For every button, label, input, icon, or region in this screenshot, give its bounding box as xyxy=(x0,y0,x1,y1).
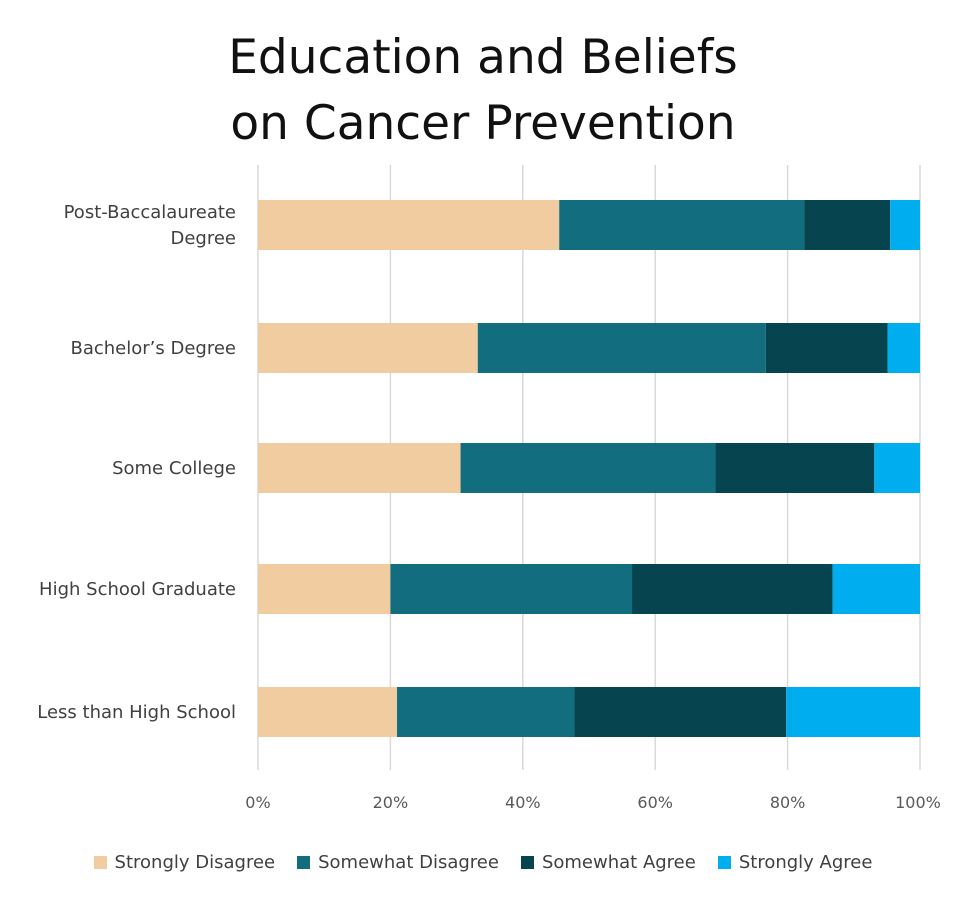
legend-label: Strongly Agree xyxy=(738,852,873,873)
bar-segment-strongly-disagree xyxy=(258,323,478,373)
bar-segment-somewhat-agree xyxy=(574,687,787,737)
category-label: Less than High School xyxy=(37,702,236,723)
category-label: Some College xyxy=(112,458,236,479)
x-tick-label: 100% xyxy=(895,793,941,812)
legend-label: Somewhat Disagree xyxy=(318,852,499,873)
bar-segment-strongly-disagree xyxy=(258,564,391,614)
category-label: Degree xyxy=(170,228,236,249)
bar-segment-strongly-agree xyxy=(887,323,920,373)
bar-segment-somewhat-disagree xyxy=(559,200,805,250)
x-tick-label: 40% xyxy=(505,793,541,812)
bar-segment-strongly-agree xyxy=(786,687,920,737)
bars xyxy=(258,200,920,737)
x-tick-labels: 0% 20% 40% 60% 80% 100% xyxy=(245,793,941,812)
x-tick-label: 80% xyxy=(770,793,806,812)
legend-item-strongly-disagree: Strongly Disagree xyxy=(93,852,276,873)
legend-swatch xyxy=(297,856,311,869)
chart-title-line-1: Education and Beliefs xyxy=(228,30,738,85)
bar-segment-somewhat-agree xyxy=(632,564,833,614)
legend-label: Strongly Disagree xyxy=(114,852,276,873)
category-label: High School Graduate xyxy=(39,579,236,600)
bar-segment-somewhat-disagree xyxy=(390,564,633,614)
category-label: Post-Baccalaureate xyxy=(64,202,236,223)
legend-item-somewhat-disagree: Somewhat Disagree xyxy=(297,852,499,873)
x-tick-label: 60% xyxy=(637,793,673,812)
legend-swatch xyxy=(520,856,534,869)
bar-segment-somewhat-agree xyxy=(765,323,888,373)
bar-segment-strongly-disagree xyxy=(258,443,461,493)
legend: Strongly Disagree Somewhat Disagree Somewh… xyxy=(0,852,966,873)
x-tick-label: 20% xyxy=(373,793,409,812)
legend-item-somewhat-agree: Somewhat Agree xyxy=(520,852,696,873)
bar-segment-somewhat-disagree xyxy=(477,323,766,373)
category-labels: Post-Baccalaureate Degree Bachelor’s Degre… xyxy=(37,202,236,723)
bar-segment-somewhat-disagree xyxy=(397,687,575,737)
bar-segment-strongly-agree xyxy=(890,200,920,250)
bar-segment-somewhat-agree xyxy=(804,200,891,250)
legend-item-strongly-agree: Strongly Agree xyxy=(717,852,873,873)
bar-segment-strongly-agree xyxy=(832,564,920,614)
bar-segment-somewhat-agree xyxy=(715,443,875,493)
bar-segment-strongly-disagree xyxy=(258,200,560,250)
chart-title-line-2: on Cancer Prevention xyxy=(230,96,736,151)
bar-segment-strongly-agree xyxy=(874,443,920,493)
legend-label: Somewhat Agree xyxy=(541,852,696,873)
legend-swatch xyxy=(93,856,107,869)
bar-segment-somewhat-disagree xyxy=(460,443,716,493)
category-label: Bachelor’s Degree xyxy=(70,338,236,359)
bar-segment-strongly-disagree xyxy=(258,687,398,737)
x-tick-label: 0% xyxy=(245,793,270,812)
legend-swatch xyxy=(717,856,731,869)
